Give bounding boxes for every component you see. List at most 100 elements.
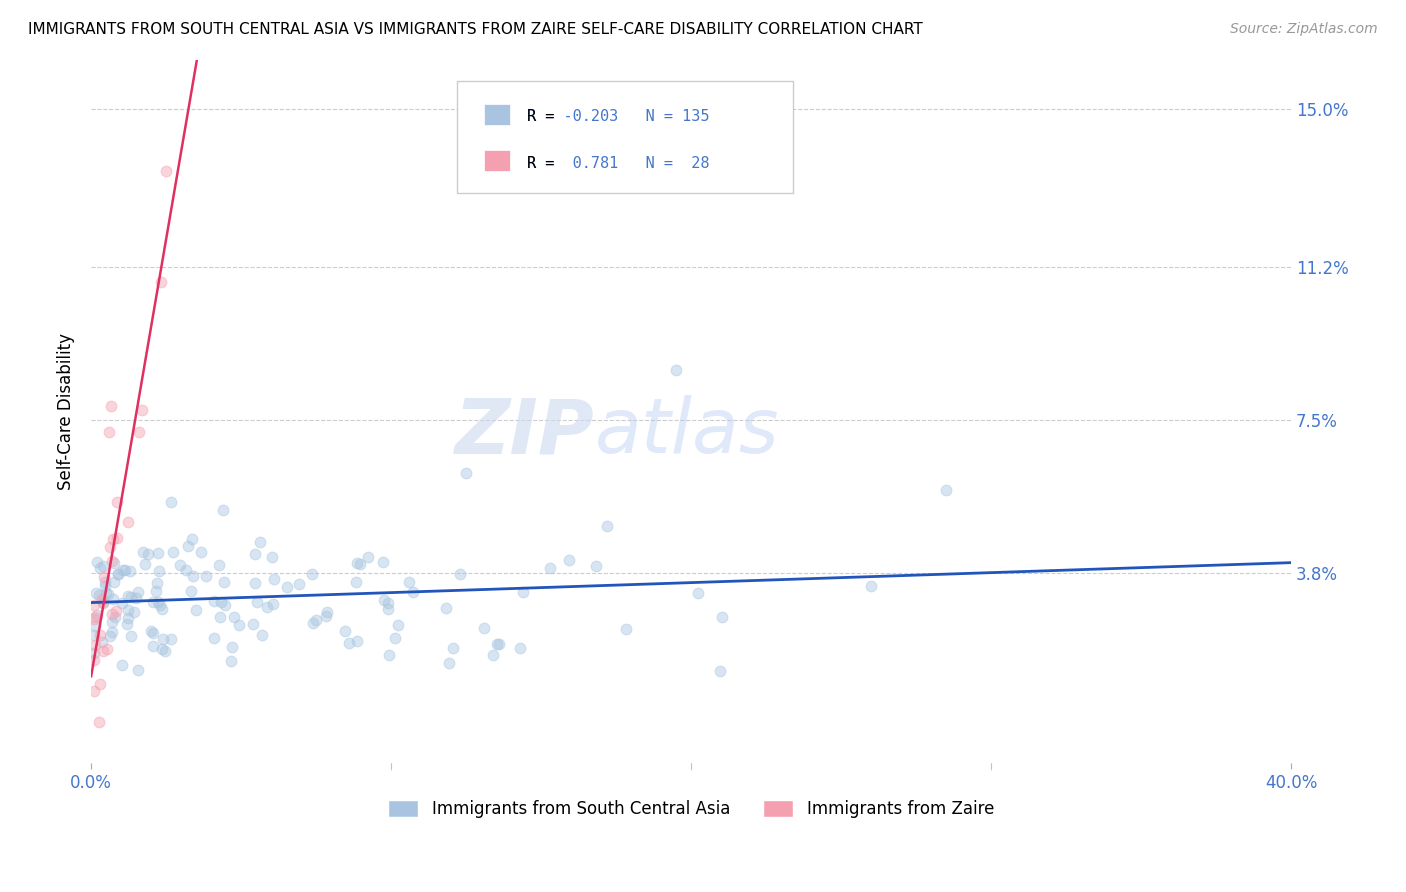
Point [315, 605, 337, 619]
Text: R =: R = [527, 155, 564, 170]
Point [616, 622, 638, 636]
Point [83, 684, 105, 698]
Point [101, 615, 124, 629]
Point [120, 628, 142, 642]
Point [585, 558, 607, 573]
Point [242, 617, 264, 632]
Point [155, 164, 177, 178]
Point [105, 531, 128, 545]
Text: atlas: atlas [595, 395, 780, 469]
Point [212, 503, 235, 517]
Point [337, 635, 360, 649]
Point [190, 545, 212, 559]
Point [150, 601, 173, 615]
Point [91, 595, 114, 609]
Point [128, 425, 150, 439]
Point [117, 516, 139, 530]
Point [103, 574, 125, 589]
Point [301, 567, 323, 582]
Point [93, 570, 115, 584]
Point [686, 585, 709, 599]
Point [127, 663, 149, 677]
Point [384, 631, 406, 645]
Point [195, 568, 218, 582]
Point [387, 617, 409, 632]
Point [98, 425, 121, 439]
Point [91, 596, 114, 610]
Point [89, 677, 111, 691]
Point [105, 495, 128, 509]
Point [90, 635, 112, 649]
Point [100, 540, 122, 554]
Point [177, 539, 200, 553]
Point [150, 275, 173, 289]
Point [377, 596, 399, 610]
Point [101, 533, 124, 547]
Text: ZIP: ZIP [456, 395, 595, 469]
Text: R =: R = [527, 109, 564, 124]
Point [221, 640, 243, 655]
Point [250, 628, 273, 642]
Point [260, 549, 283, 564]
Point [90, 592, 112, 607]
Point [132, 544, 155, 558]
Point [103, 609, 125, 624]
Point [159, 632, 181, 647]
Point [83, 599, 105, 613]
Point [114, 563, 136, 577]
Point [125, 591, 148, 605]
Point [509, 641, 531, 656]
Point [83, 638, 105, 652]
Point [595, 518, 617, 533]
Point [83, 646, 105, 660]
Point [214, 599, 236, 613]
Point [245, 595, 267, 609]
Point [94, 585, 117, 599]
Point [86, 608, 108, 623]
Point [245, 547, 267, 561]
Point [512, 584, 534, 599]
Point [149, 598, 172, 612]
Point [256, 600, 278, 615]
Point [202, 594, 225, 608]
Point [120, 591, 142, 605]
Point [84, 586, 107, 600]
Point [155, 644, 177, 658]
Point [228, 617, 250, 632]
Point [456, 467, 478, 481]
Point [349, 557, 371, 571]
Point [262, 598, 284, 612]
Point [441, 640, 464, 655]
Point [148, 546, 170, 560]
Point [89, 714, 111, 729]
Point [276, 580, 298, 594]
Point [142, 626, 165, 640]
Point [184, 603, 207, 617]
Point [91, 558, 114, 573]
FancyBboxPatch shape [484, 103, 510, 125]
Point [860, 579, 883, 593]
Point [89, 628, 111, 642]
Point [346, 633, 368, 648]
Point [145, 576, 167, 591]
Point [100, 399, 122, 413]
Point [84, 610, 107, 624]
Point [485, 637, 508, 651]
Point [222, 610, 245, 624]
Point [98, 629, 121, 643]
FancyBboxPatch shape [457, 80, 793, 194]
Point [86, 556, 108, 570]
Point [371, 555, 394, 569]
Point [117, 589, 139, 603]
Point [145, 583, 167, 598]
Point [214, 574, 236, 589]
Point [83, 628, 105, 642]
Point [558, 553, 581, 567]
Point [174, 563, 197, 577]
Point [162, 545, 184, 559]
Point [437, 656, 460, 670]
Point [136, 547, 159, 561]
Point [180, 532, 202, 546]
Point [665, 363, 688, 377]
Point [208, 558, 231, 573]
